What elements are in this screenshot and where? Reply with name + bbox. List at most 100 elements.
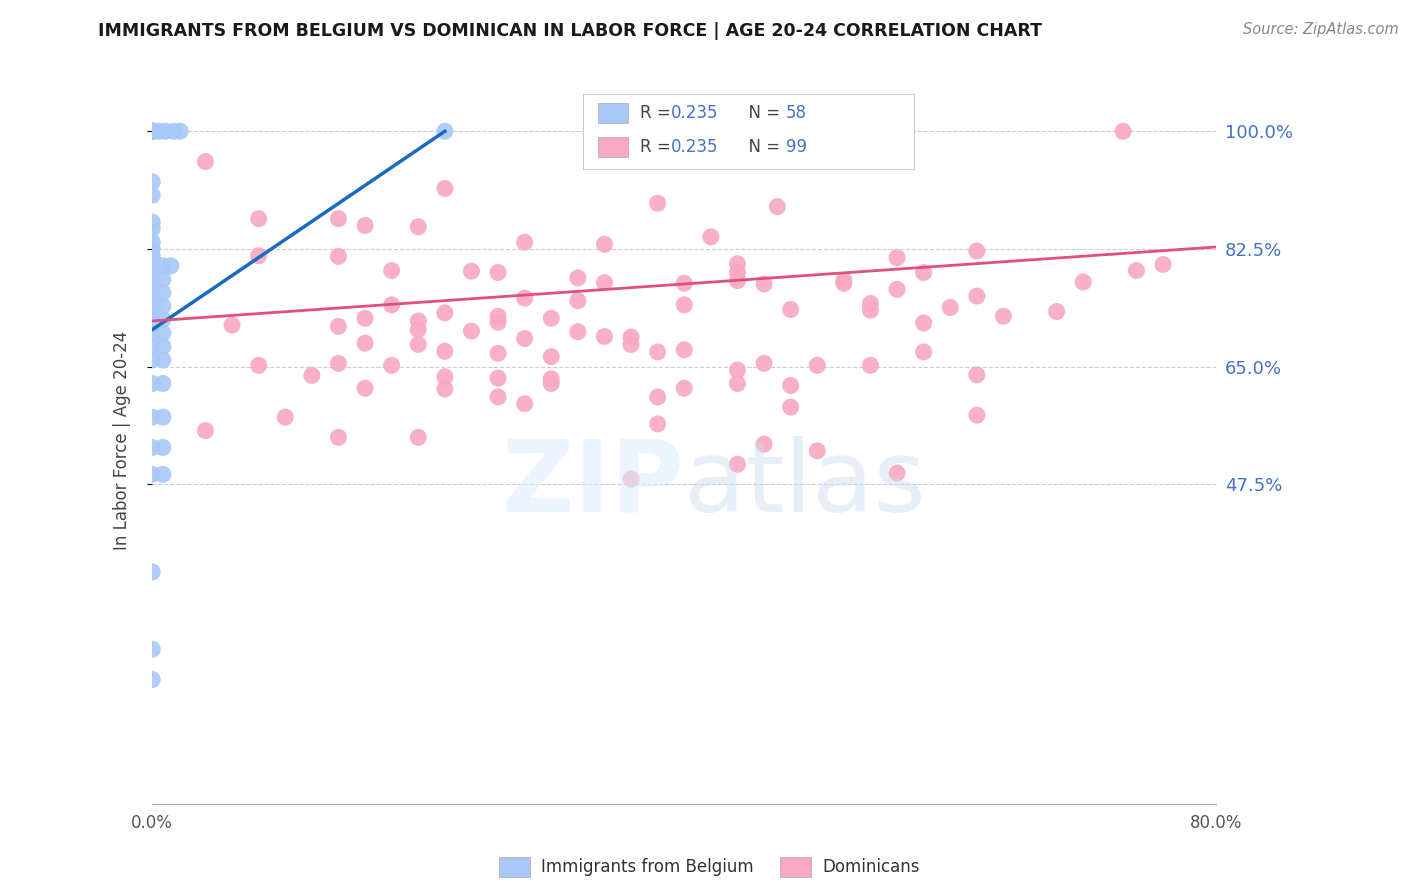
Point: [886, 282, 908, 296]
Point: [859, 359, 882, 373]
Point: [727, 274, 749, 288]
Point: [966, 408, 988, 422]
Point: [169, 124, 191, 138]
Point: [152, 441, 174, 455]
Point: [647, 417, 669, 431]
Point: [141, 252, 163, 266]
Point: [567, 325, 589, 339]
Point: [152, 272, 174, 286]
Point: [354, 311, 377, 326]
Point: [647, 345, 669, 359]
Text: Immigrants from Belgium: Immigrants from Belgium: [541, 858, 754, 876]
Point: [141, 124, 163, 138]
Point: [752, 277, 775, 291]
Point: [486, 310, 509, 324]
Point: [966, 368, 988, 382]
Point: [381, 263, 404, 277]
Point: [406, 430, 429, 444]
Point: [247, 249, 270, 263]
Point: [141, 124, 163, 138]
Point: [141, 299, 163, 313]
Point: [1071, 275, 1094, 289]
Point: [779, 400, 801, 414]
Point: [1152, 257, 1174, 271]
Point: [779, 378, 801, 392]
Point: [381, 359, 404, 373]
Point: [381, 298, 404, 312]
Point: [141, 376, 163, 391]
Point: [486, 346, 509, 360]
Point: [727, 266, 749, 280]
Point: [433, 382, 456, 396]
Point: [141, 222, 163, 236]
Point: [593, 237, 616, 252]
Point: [141, 467, 163, 482]
Point: [433, 306, 456, 320]
Point: [673, 277, 696, 291]
Point: [620, 330, 643, 344]
Point: [540, 311, 562, 326]
Point: [141, 124, 163, 138]
Point: [274, 410, 297, 425]
Point: [162, 124, 184, 138]
Point: [513, 397, 536, 411]
Point: [832, 274, 855, 288]
Point: [1112, 124, 1135, 138]
Point: [141, 124, 163, 138]
Point: [859, 296, 882, 310]
Point: [152, 285, 174, 300]
Point: [155, 124, 177, 138]
Point: [886, 251, 908, 265]
Point: [141, 289, 163, 303]
Point: [513, 331, 536, 345]
Point: [247, 211, 270, 226]
Point: [406, 323, 429, 337]
Point: [141, 175, 163, 189]
Point: [727, 457, 749, 471]
Text: R =: R =: [640, 138, 676, 156]
Point: [647, 196, 669, 211]
Point: [152, 353, 174, 368]
Point: [354, 381, 377, 395]
Point: [727, 376, 749, 391]
Text: Source: ZipAtlas.com: Source: ZipAtlas.com: [1243, 22, 1399, 37]
Point: [141, 312, 163, 326]
Point: [567, 271, 589, 285]
Point: [513, 235, 536, 250]
Point: [433, 369, 456, 384]
Point: [806, 359, 828, 373]
Point: [354, 219, 377, 233]
Point: [141, 285, 163, 300]
Point: [886, 466, 908, 480]
Point: [141, 441, 163, 455]
Point: [593, 276, 616, 290]
Text: IMMIGRANTS FROM BELGIUM VS DOMINICAN IN LABOR FORCE | AGE 20-24 CORRELATION CHAR: IMMIGRANTS FROM BELGIUM VS DOMINICAN IN …: [98, 22, 1042, 40]
Point: [752, 437, 775, 451]
Point: [433, 344, 456, 359]
Point: [141, 353, 163, 368]
Point: [141, 124, 163, 138]
Point: [152, 410, 174, 425]
Text: 99: 99: [786, 138, 807, 156]
Text: N =: N =: [738, 104, 786, 122]
Point: [141, 124, 163, 138]
Point: [766, 200, 789, 214]
Text: N =: N =: [738, 138, 786, 156]
Point: [141, 272, 163, 286]
Point: [406, 219, 429, 234]
Point: [152, 259, 174, 273]
Point: [141, 215, 163, 229]
Point: [152, 376, 174, 391]
Point: [912, 345, 935, 359]
Point: [620, 337, 643, 351]
Point: [727, 363, 749, 377]
Point: [148, 124, 170, 138]
Point: [152, 467, 174, 482]
Point: [673, 298, 696, 312]
Point: [328, 249, 350, 263]
Point: [328, 430, 350, 444]
Point: [700, 230, 723, 244]
Point: [779, 302, 801, 317]
Point: [647, 390, 669, 404]
Point: [460, 324, 482, 338]
